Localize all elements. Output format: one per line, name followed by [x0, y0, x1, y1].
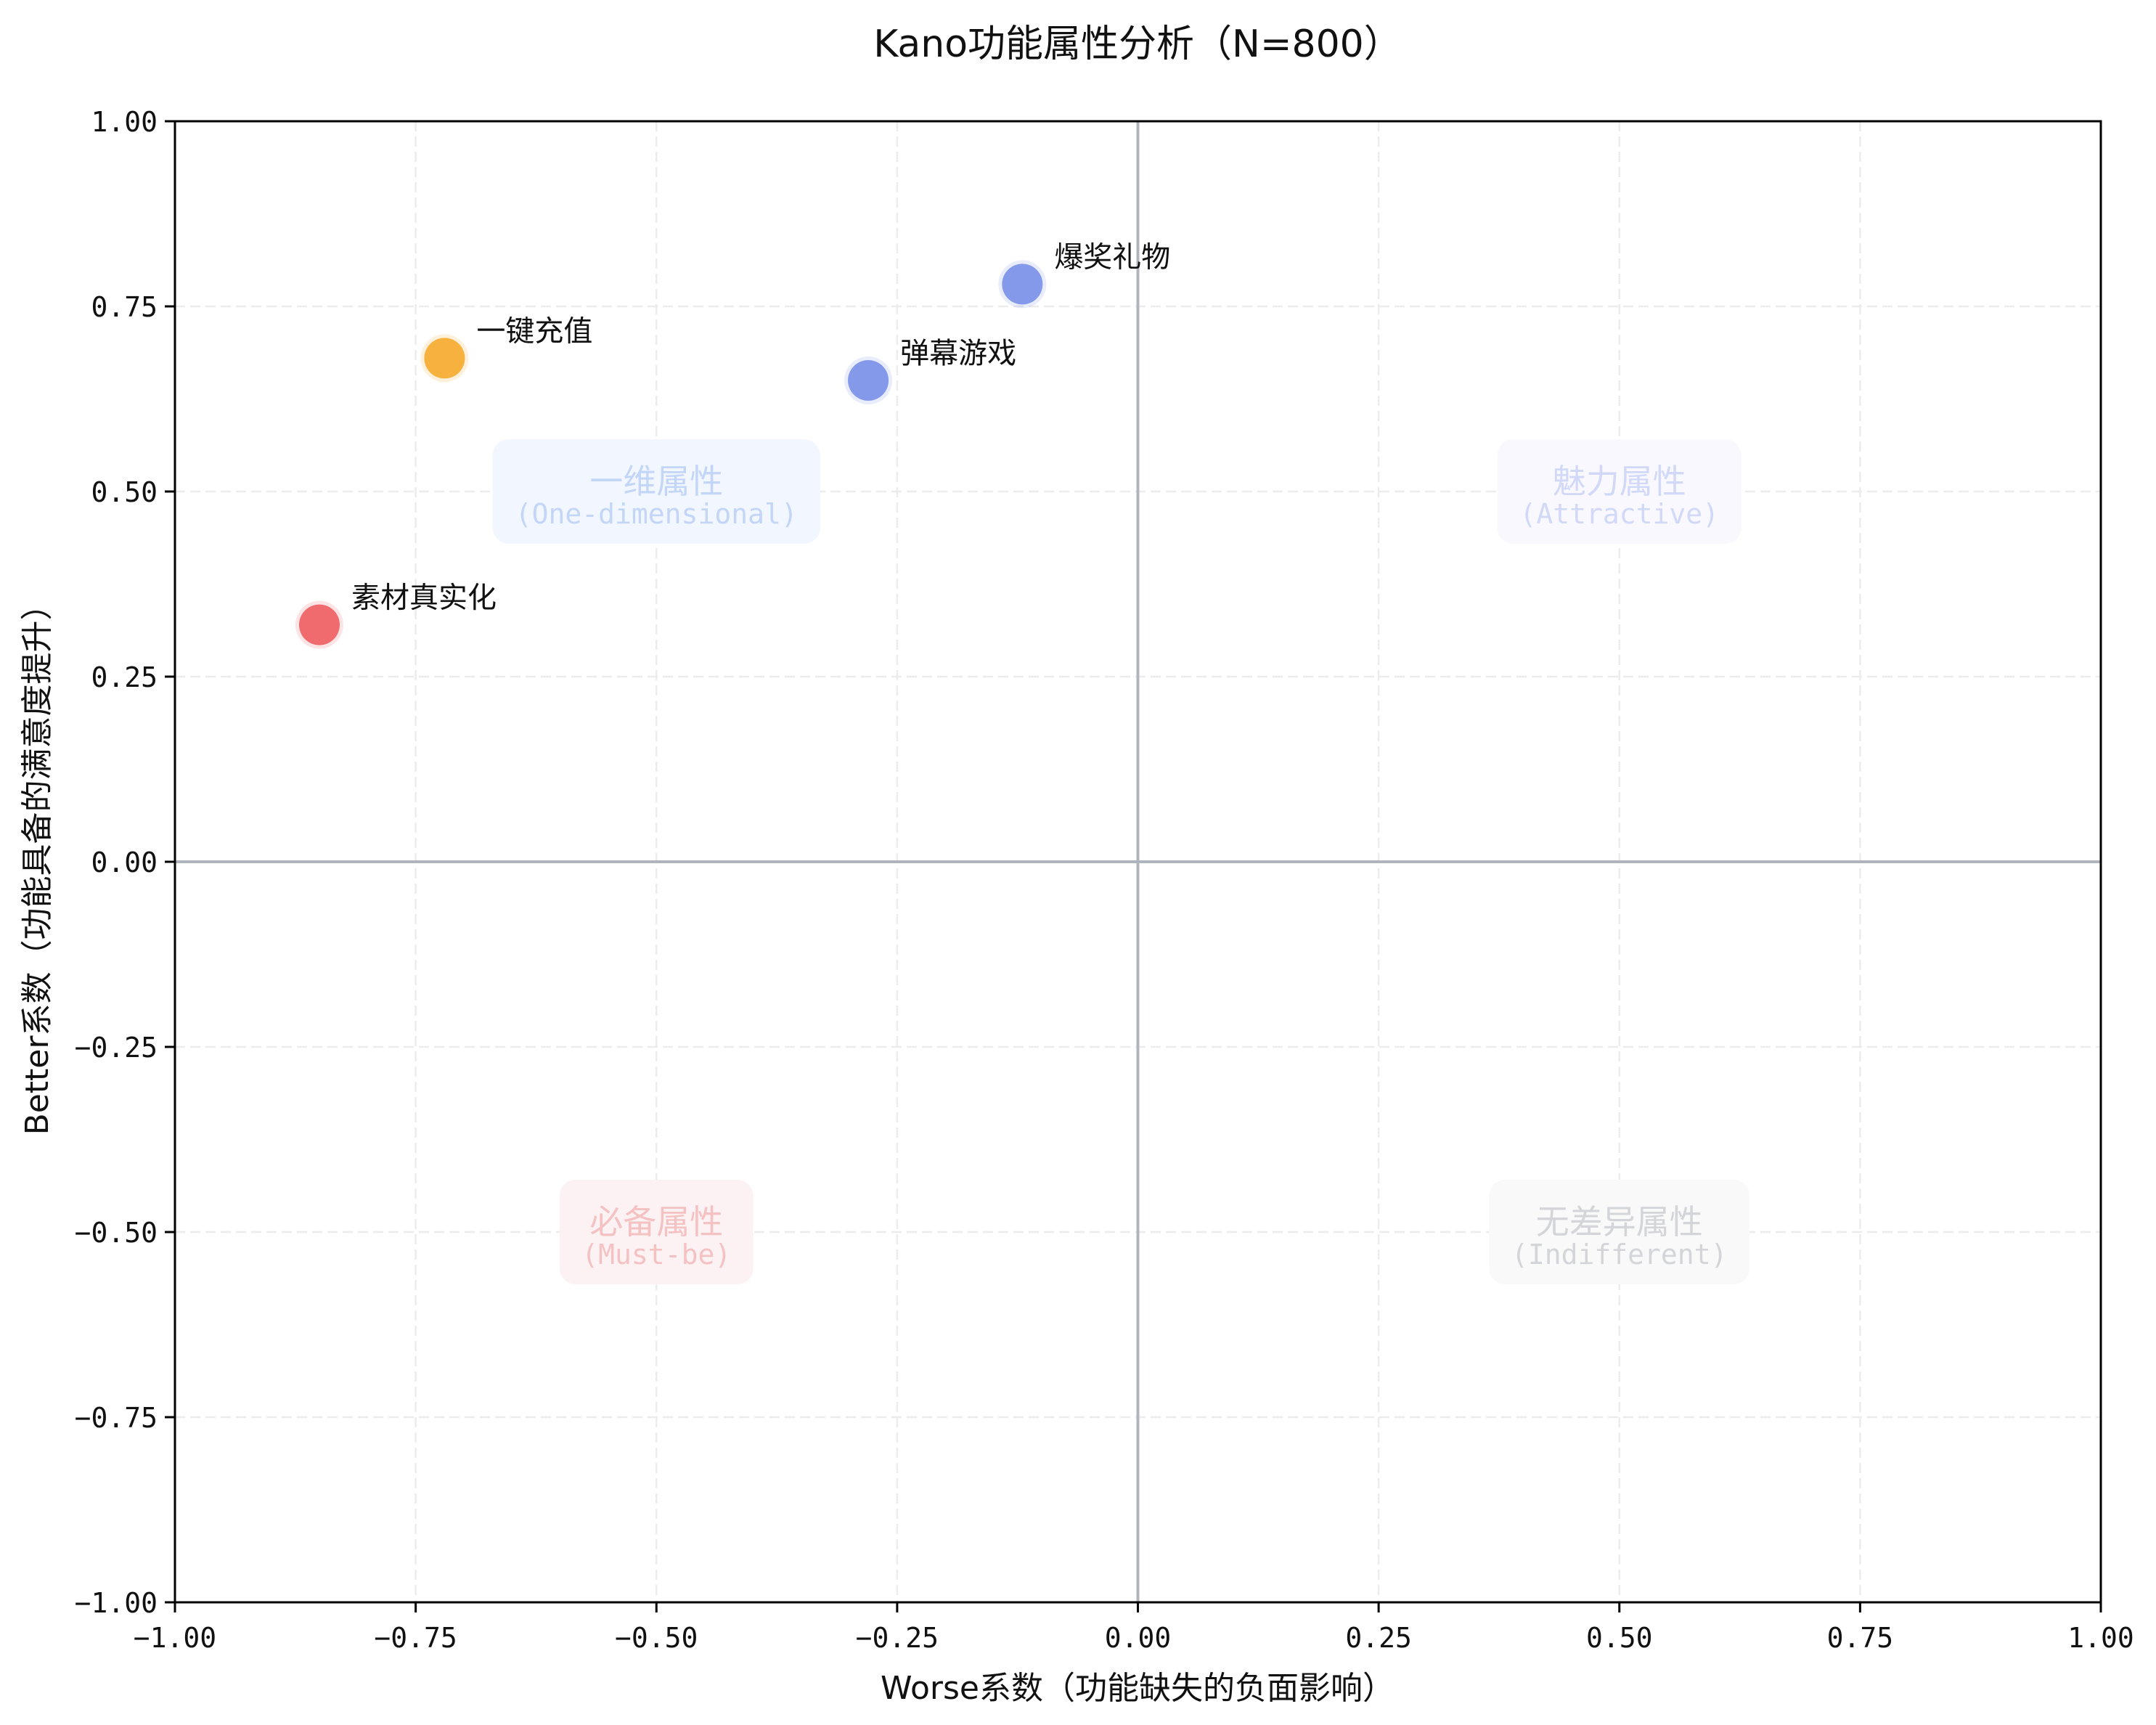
y-tick-label: −0.50	[75, 1217, 158, 1249]
x-tick-label: 0.00	[1105, 1622, 1172, 1654]
point-label: 一键充值	[476, 314, 592, 348]
quadrant-name: 必备属性	[589, 1202, 723, 1241]
y-axis-label: Better系数（功能具备的满意度提升）	[19, 589, 56, 1135]
data-point[interactable]: 弹幕游戏	[844, 337, 1016, 404]
quadrant-english-name: (Must-be)	[581, 1239, 731, 1271]
x-tick-label: −0.75	[374, 1622, 457, 1654]
y-tick-label: 0.00	[91, 847, 158, 878]
x-tick-label: 0.25	[1345, 1622, 1412, 1654]
quadrant-label: 一维属性(One-dimensional)	[492, 439, 820, 544]
x-tick-label: −0.50	[615, 1622, 698, 1654]
chart-title: Kano功能属性分析（N=800）	[873, 23, 1402, 66]
quadrant-name: 一维属性	[589, 462, 723, 501]
quadrant-english-name: (One-dimensional)	[515, 498, 798, 530]
y-tick-label: 1.00	[91, 106, 158, 138]
x-tick-label: 1.00	[2067, 1622, 2134, 1654]
x-axis-ticks: −1.00 −0.75 −0.50 −0.25 0.00 0.25 0.50 0.75 1.00	[134, 1602, 2134, 1654]
quadrant-label: 必备属性(Must-be)	[559, 1180, 754, 1284]
y-tick-label: 0.25	[91, 661, 158, 693]
quadrant-label: 无差异属性(Indifferent)	[1489, 1180, 1750, 1284]
data-point[interactable]: 一键充值	[420, 314, 592, 383]
point-label: 弹幕游戏	[900, 337, 1016, 370]
x-tick-label: 0.50	[1586, 1622, 1653, 1654]
quadrant-english-name: (Indifferent)	[1511, 1239, 1727, 1271]
point-label: 素材真实化	[351, 582, 497, 615]
quadrant-labels: 一维属性(One-dimensional) 魅力属性(Attractive) 必备属…	[492, 439, 1750, 1284]
x-tick-label: −0.25	[856, 1622, 939, 1654]
data-point[interactable]: 爆奖礼物	[998, 240, 1170, 309]
point-label: 爆奖礼物	[1054, 240, 1170, 274]
quadrant-label-box	[559, 1180, 754, 1284]
y-tick-label: 0.75	[91, 291, 158, 323]
quadrant-english-name: (Attractive)	[1519, 498, 1719, 530]
quadrant-label-box	[1497, 439, 1741, 544]
y-tick-label: −0.25	[75, 1032, 158, 1064]
quadrant-label-box	[1489, 1180, 1750, 1284]
x-tick-label: −1.00	[134, 1622, 216, 1654]
data-point[interactable]: 素材真实化	[295, 582, 497, 649]
y-tick-label: −1.00	[75, 1587, 158, 1619]
x-tick-label: 0.75	[1827, 1622, 1894, 1654]
point-marker[interactable]	[1002, 264, 1043, 305]
quadrant-label-box	[492, 439, 820, 544]
quadrant-name: 无差异属性	[1536, 1202, 1703, 1241]
y-axis-ticks: 1.00 0.75 0.50 0.25 0.00 −0.25 −0.50 −0.75 −1.00	[75, 106, 175, 1619]
x-axis-label: Worse系数（功能缺失的负面影响）	[881, 1670, 1395, 1707]
quadrant-name: 魅力属性	[1553, 462, 1686, 501]
point-marker[interactable]	[298, 604, 340, 645]
point-marker[interactable]	[424, 338, 465, 379]
point-marker[interactable]	[848, 360, 889, 401]
y-tick-label: −0.75	[75, 1402, 158, 1434]
y-tick-label: 0.50	[91, 476, 158, 508]
quadrant-label: 魅力属性(Attractive)	[1497, 439, 1741, 544]
